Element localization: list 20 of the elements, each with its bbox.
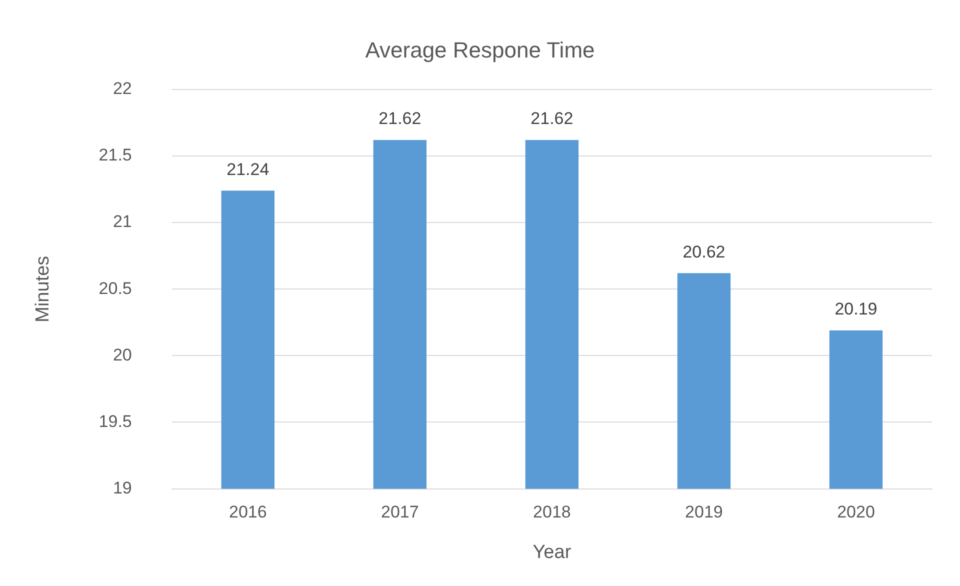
x-tick-label: 2019	[685, 502, 723, 522]
x-tick-label: 2016	[228, 502, 267, 522]
data-label: 20.62	[682, 242, 726, 262]
data-label: 21.62	[530, 109, 574, 128]
x-tick-label: 2017	[381, 502, 419, 522]
y-tick-label: 21	[112, 212, 132, 232]
y-tick-label: 20.5	[98, 278, 132, 298]
y-tick-label: 19	[112, 478, 132, 498]
x-tick-label: 2020	[837, 502, 875, 522]
x-tick-label: 2018	[533, 502, 571, 522]
y-axis-title: Minutes	[32, 256, 54, 322]
y-tick-label: 19.5	[98, 412, 132, 431]
data-label: 21.62	[378, 109, 422, 128]
chart-title: Average Respone Time	[365, 37, 595, 62]
y-tick-label: 22	[112, 79, 132, 98]
data-label: 20.19	[834, 300, 878, 319]
data-label: 21.24	[226, 160, 270, 179]
y-tick-label: 21.5	[98, 146, 132, 165]
x-axis-title: Year	[532, 542, 572, 563]
y-tick-label: 20	[112, 345, 132, 364]
